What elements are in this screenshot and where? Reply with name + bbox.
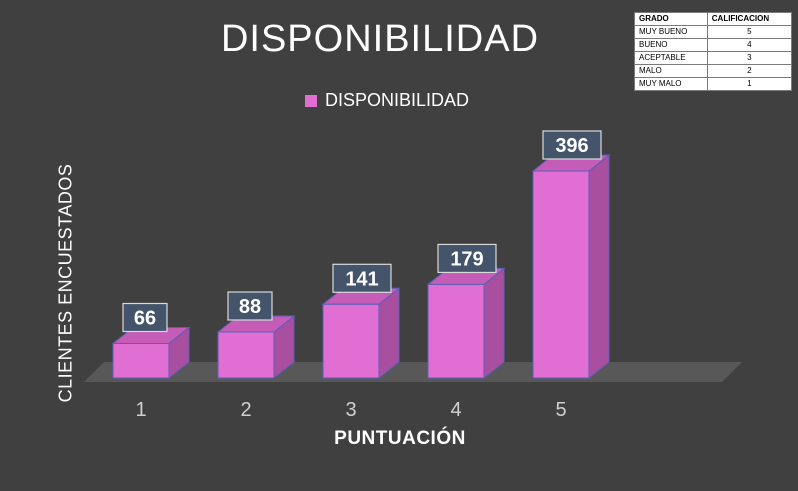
bar-front-face [427, 283, 485, 379]
x-tick-label: 5 [555, 399, 566, 421]
data-label-box [122, 302, 168, 333]
chart-legend: DISPONIBILIDAD [305, 90, 469, 111]
x-tick-label: 1 [135, 399, 146, 421]
data-label: 66 [134, 308, 156, 330]
x-tick-label: 3 [345, 399, 356, 421]
chart-title: DISPONIBILIDAD [220, 18, 540, 60]
grade-cell: MUY MALO [634, 77, 708, 91]
bar: 396 [531, 130, 611, 380]
data-label-box [542, 130, 602, 160]
grade-cell: BUENO [634, 38, 708, 52]
grade-cell: MUY BUENO [634, 25, 708, 39]
x-axis-label: PUNTUACIÓN [334, 428, 466, 449]
bar: 179 [426, 243, 506, 380]
bar: 88 [216, 291, 296, 380]
grade-row: MUY BUENO 5 [634, 25, 793, 39]
grade-row: ACEPTABLE 3 [634, 51, 793, 65]
legend-label: DISPONIBILIDAD [325, 90, 470, 110]
grade-row: MUY MALO 1 [634, 77, 793, 91]
data-label: 141 [345, 268, 378, 290]
grade-cell: ACEPTABLE [634, 51, 708, 65]
legend-swatch [305, 94, 317, 107]
bar-front-face [532, 170, 590, 379]
bar-side-face [483, 267, 505, 380]
bar-front-face [322, 303, 380, 379]
bar: 141 [321, 263, 401, 380]
score-cell: 1 [706, 77, 793, 91]
y-axis-label: CLIENTES ENCUESTADOS [55, 163, 76, 403]
x-tick-label: 2 [240, 399, 251, 421]
x-tick-label: 4 [450, 399, 461, 421]
score-cell: 4 [706, 38, 793, 52]
calificacion-header: CALIFICACION [706, 12, 793, 26]
data-label: 88 [239, 296, 261, 318]
bar: 66 [111, 302, 191, 380]
grade-row: MALO 2 [634, 64, 793, 78]
data-label-box [332, 263, 392, 293]
grade-table-header: GRADO CALIFICACION [634, 12, 793, 26]
score-cell: 5 [706, 25, 793, 39]
bar-side-face [588, 153, 610, 380]
data-label: 179 [450, 248, 483, 270]
data-label: 396 [555, 135, 588, 157]
score-cell: 3 [706, 51, 793, 65]
grade-cell: MALO [634, 64, 708, 78]
bar-front-face [217, 331, 275, 379]
data-label-box [227, 291, 273, 321]
bar-front-face [112, 343, 170, 379]
grade-legend-table: GRADO CALIFICACION MUY BUENO 5 BUENO 4 A… [634, 12, 793, 91]
grade-row: BUENO 4 [634, 38, 793, 52]
score-cell: 2 [706, 64, 793, 78]
data-label-box [437, 243, 497, 274]
grade-header: GRADO [634, 12, 708, 26]
